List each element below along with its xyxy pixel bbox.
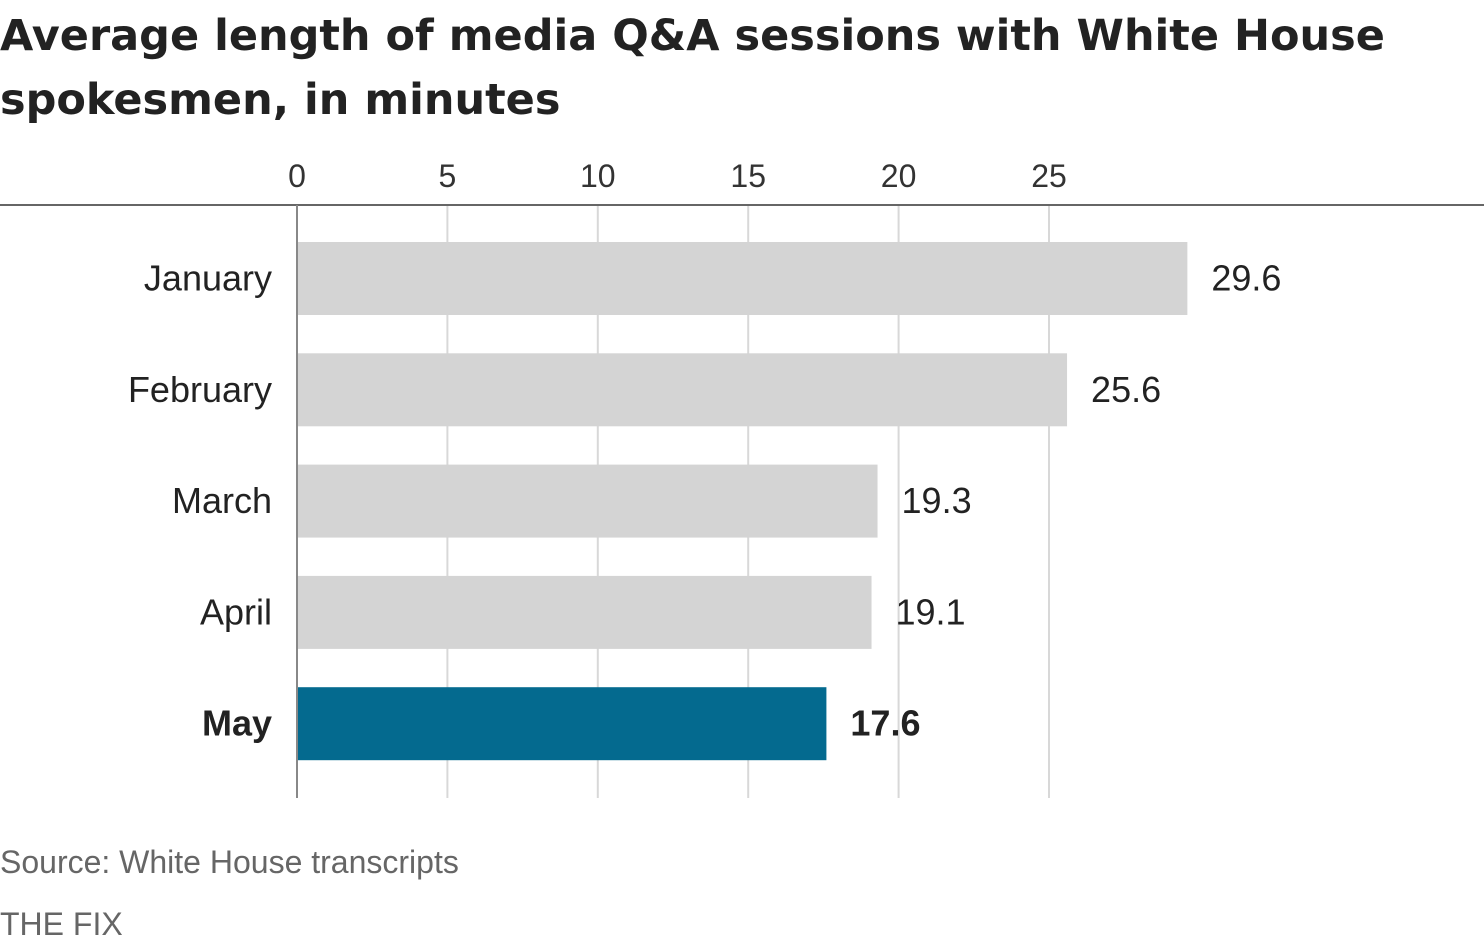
category-label: January xyxy=(144,258,272,299)
x-axis: 0 5 10 15 20 25 xyxy=(0,158,1484,798)
bar-chart: 0 5 10 15 20 25 January 29.6 February 25.6 March 1… xyxy=(0,158,1484,798)
x-tick-label: 20 xyxy=(881,158,917,194)
source-note: Source: White House transcripts xyxy=(0,844,459,880)
x-tick-label: 10 xyxy=(580,158,616,194)
x-tick-label: 15 xyxy=(730,158,766,194)
category-label: May xyxy=(202,703,272,744)
value-label: 29.6 xyxy=(1211,258,1281,299)
category-label: March xyxy=(172,480,272,521)
chart-title: Average length of media Q&A sessions wit… xyxy=(0,11,1385,125)
bar-january xyxy=(297,242,1188,315)
x-tick-label: 25 xyxy=(1031,158,1067,194)
bar-april xyxy=(297,575,872,649)
value-label: 25.6 xyxy=(1091,369,1161,410)
bar-may xyxy=(297,687,827,761)
brand-label: THE FIX xyxy=(0,906,123,942)
category-label: February xyxy=(128,369,272,410)
bars xyxy=(297,242,1188,761)
value-label: 19.3 xyxy=(902,480,972,521)
category-label: April xyxy=(200,591,272,632)
value-label: 19.1 xyxy=(896,591,966,632)
value-label: 17.6 xyxy=(850,703,920,744)
labels: January 29.6 February 25.6 March 19.3 April 19.… xyxy=(128,258,1282,744)
bar-february xyxy=(297,353,1068,427)
bar-march xyxy=(297,464,878,538)
x-tick-label: 5 xyxy=(439,158,457,194)
x-tick-label: 0 xyxy=(288,158,306,194)
